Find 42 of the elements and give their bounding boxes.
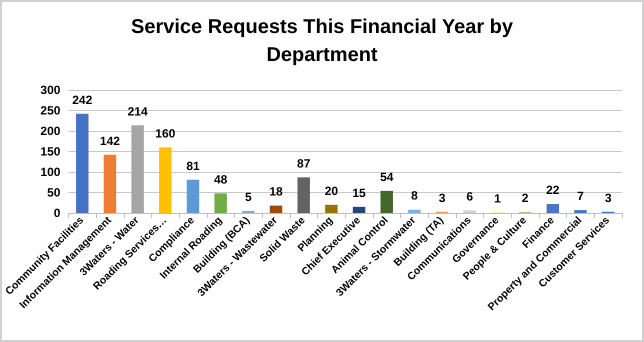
y-tick-label: 0 bbox=[54, 206, 61, 220]
y-tick-label: 250 bbox=[40, 104, 61, 118]
data-label: 6 bbox=[466, 190, 474, 204]
bar bbox=[270, 206, 282, 213]
bar bbox=[325, 204, 338, 213]
y-tick-label: 50 bbox=[47, 186, 61, 200]
bar bbox=[159, 147, 172, 213]
data-label: 54 bbox=[380, 170, 394, 184]
data-label: 3 bbox=[604, 190, 612, 205]
data-label: 3 bbox=[438, 190, 446, 205]
bar bbox=[352, 206, 366, 213]
data-label: 1 bbox=[494, 192, 502, 206]
bar bbox=[380, 190, 393, 213]
y-tick-label: 200 bbox=[40, 124, 61, 138]
bar bbox=[131, 125, 144, 213]
data-label: 160 bbox=[155, 126, 176, 140]
data-label: 5 bbox=[245, 190, 252, 204]
bar bbox=[214, 193, 227, 213]
data-label: 242 bbox=[72, 92, 93, 107]
y-tick-label: 300 bbox=[40, 83, 61, 97]
data-label: 142 bbox=[100, 134, 120, 148]
data-label: 8 bbox=[411, 188, 418, 203]
bar bbox=[408, 210, 421, 213]
chart-title: Service Requests This Financial Year by Department bbox=[130, 16, 514, 66]
data-label: 2 bbox=[522, 191, 529, 206]
data-label: 18 bbox=[269, 184, 284, 199]
data-label: 7 bbox=[577, 189, 584, 204]
y-tick-label: 150 bbox=[40, 144, 61, 158]
bar bbox=[574, 210, 587, 213]
bar bbox=[186, 180, 200, 213]
bar bbox=[297, 177, 310, 213]
data-label: 22 bbox=[546, 182, 560, 197]
data-label: 87 bbox=[297, 156, 311, 170]
y-tick-label: 100 bbox=[40, 165, 61, 179]
data-label: 214 bbox=[128, 104, 148, 118]
data-label: 20 bbox=[324, 184, 338, 198]
bar bbox=[546, 204, 560, 213]
data-label: 48 bbox=[214, 172, 228, 186]
data-label: 15 bbox=[352, 186, 366, 200]
bar bbox=[104, 154, 116, 213]
data-label: 81 bbox=[186, 158, 200, 173]
bar bbox=[76, 114, 88, 213]
